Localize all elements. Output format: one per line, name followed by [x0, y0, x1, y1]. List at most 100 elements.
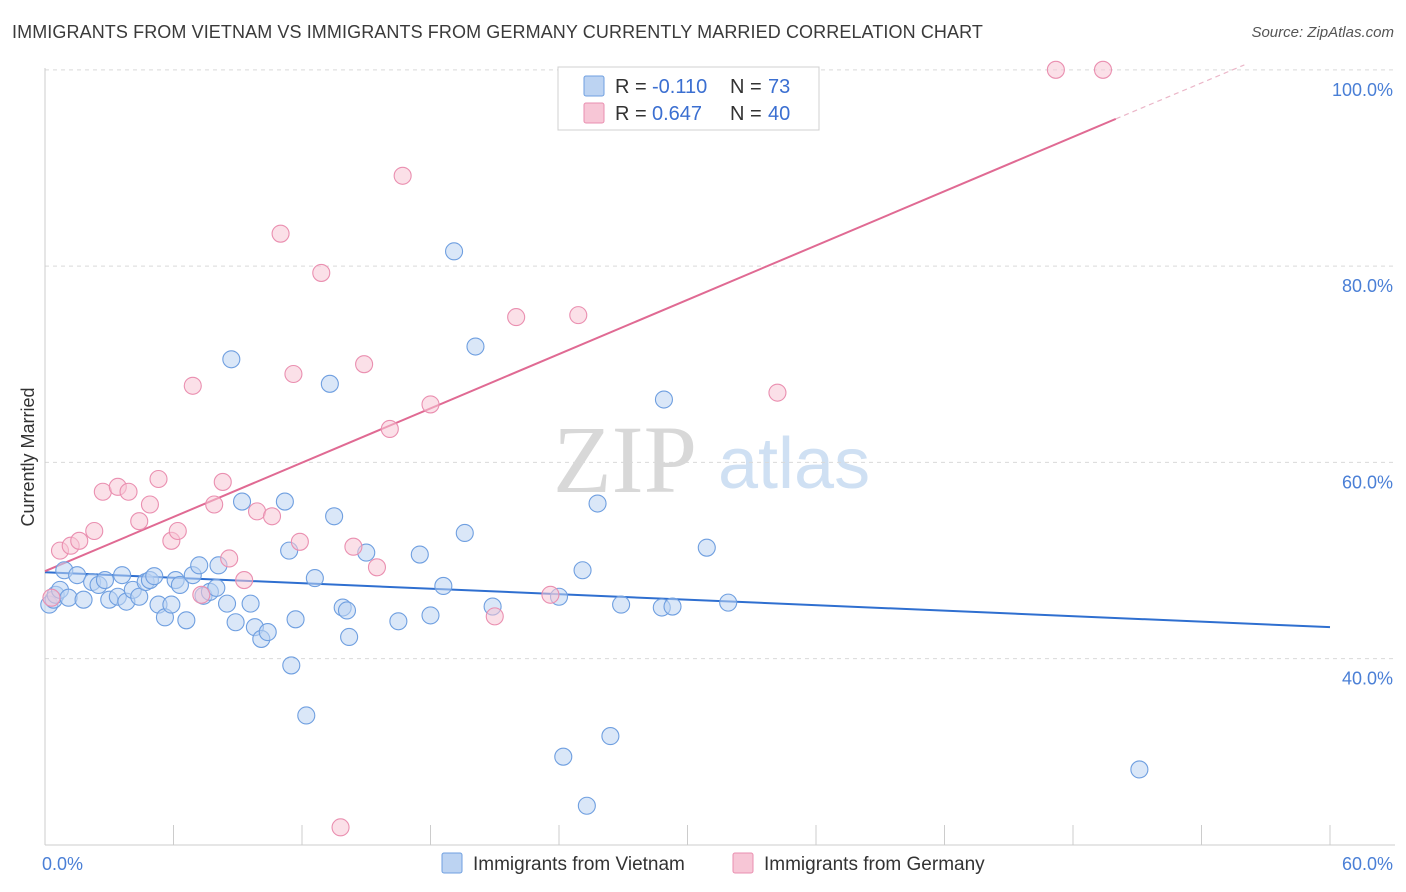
- data-point-germany: [149, 469, 168, 489]
- data-point-vietnam: [207, 578, 226, 597]
- data-point-germany: [140, 495, 159, 514]
- legend-n-value-1: 73: [768, 76, 790, 98]
- data-point-vietnam: [177, 611, 196, 630]
- data-point-germany: [485, 607, 504, 626]
- trend-lines: [44, 64, 1331, 629]
- y-axis-title: Currently Married: [18, 387, 38, 526]
- data-point-vietnam: [325, 507, 344, 526]
- data-point-germany: [42, 588, 61, 607]
- trend-line-germany-extension: [1115, 64, 1245, 120]
- series-legend-swatch-vietnam: [441, 852, 463, 874]
- trend-line-germany: [44, 117, 1117, 573]
- data-point-germany: [355, 355, 374, 374]
- trend-line-vietnam: [44, 571, 1331, 629]
- data-point-vietnam: [340, 627, 359, 647]
- data-point-vietnam: [421, 606, 440, 625]
- y-tick-label-60: 60.0%: [1342, 472, 1393, 492]
- data-point-germany: [183, 376, 202, 395]
- data-point-vietnam: [162, 595, 181, 614]
- legend-r-label-2: R =: [615, 103, 647, 125]
- data-point-vietnam: [663, 597, 682, 616]
- data-point-vietnam: [59, 588, 78, 607]
- data-point-vietnam: [466, 337, 485, 356]
- watermark-zip: ZIP: [553, 406, 697, 513]
- data-point-germany: [70, 531, 89, 550]
- data-point-germany: [205, 495, 224, 514]
- data-point-germany: [93, 482, 112, 501]
- data-point-germany: [507, 308, 526, 327]
- data-point-vietnam: [226, 613, 245, 632]
- data-point-germany: [235, 571, 254, 590]
- data-point-germany: [220, 549, 239, 568]
- data-point-vietnam: [588, 494, 607, 513]
- data-point-vietnam: [170, 575, 189, 595]
- data-point-vietnam: [445, 242, 464, 261]
- data-point-vietnam: [74, 590, 93, 609]
- data-point-germany: [85, 521, 104, 541]
- data-point-vietnam: [719, 593, 738, 612]
- data-point-vietnam: [286, 610, 305, 629]
- series-legend: Immigrants from Vietnam Immigrants from …: [441, 852, 985, 875]
- data-point-germany: [271, 224, 290, 243]
- data-point-vietnam: [241, 594, 260, 613]
- data-point-vietnam: [455, 523, 474, 543]
- data-point-vietnam: [68, 566, 87, 585]
- legend-r-value-1: -0.110: [652, 76, 707, 98]
- data-point-germany: [262, 507, 282, 526]
- data-point-vietnam: [305, 569, 324, 588]
- axes: [44, 68, 1395, 846]
- data-point-vietnam: [297, 706, 316, 725]
- series-legend-swatch-germany: [732, 852, 754, 874]
- legend-n-label-1: N =: [730, 76, 762, 98]
- data-point-germany: [119, 482, 138, 501]
- data-point-vietnam: [389, 612, 408, 631]
- data-point-germany: [247, 502, 267, 521]
- data-point-vietnam: [410, 545, 429, 564]
- legend-r-label-1: R =: [615, 76, 647, 98]
- legend-n-label-2: N =: [730, 103, 762, 125]
- data-point-vietnam: [1130, 760, 1149, 779]
- data-point-germany: [130, 512, 149, 531]
- data-point-vietnam: [612, 595, 631, 614]
- data-point-vietnam: [601, 727, 620, 746]
- source-label: Source: ZipAtlas.com: [1251, 24, 1394, 41]
- data-point-germany: [331, 818, 350, 837]
- data-point-vietnam: [434, 576, 453, 596]
- watermark-atlas: atlas: [718, 424, 870, 504]
- y-tick-label-100: 100.0%: [1332, 80, 1393, 100]
- data-point-vietnam: [654, 390, 673, 409]
- data-point-vietnam: [697, 538, 716, 557]
- legend-n-value-2: 40: [768, 103, 790, 125]
- data-point-vietnam: [222, 350, 241, 369]
- data-point-vietnam: [573, 561, 592, 580]
- series-legend-label-germany: Immigrants from Germany: [764, 854, 985, 875]
- x-tick-label-end: 60.0%: [1342, 854, 1393, 874]
- data-point-germany: [768, 383, 787, 402]
- data-point-germany: [367, 558, 387, 577]
- data-point-vietnam: [232, 492, 252, 511]
- data-point-vietnam: [554, 747, 573, 766]
- legend-swatch-germany: [583, 102, 605, 124]
- data-point-vietnam: [337, 601, 357, 620]
- data-point-vietnam: [577, 796, 596, 815]
- data-point-germany: [213, 472, 232, 491]
- gridlines: [45, 69, 1395, 660]
- data-point-vietnam: [275, 492, 294, 511]
- data-point-germany: [380, 419, 399, 439]
- data-point-germany: [284, 364, 303, 384]
- data-point-germany: [569, 306, 588, 325]
- data-point-germany: [290, 532, 309, 551]
- data-point-germany: [421, 395, 440, 414]
- data-point-germany: [541, 585, 560, 604]
- legend-r-value-2: 0.647: [652, 103, 702, 125]
- data-point-vietnam: [320, 374, 339, 393]
- data-points: [40, 60, 1149, 837]
- x-tick-label-start: 0.0%: [42, 854, 83, 874]
- series-legend-label-vietnam: Immigrants from Vietnam: [473, 854, 685, 875]
- data-point-germany: [344, 537, 363, 556]
- data-point-germany: [1093, 60, 1113, 79]
- data-point-germany: [168, 521, 187, 541]
- data-point-vietnam: [95, 571, 115, 590]
- data-point-germany: [312, 263, 331, 282]
